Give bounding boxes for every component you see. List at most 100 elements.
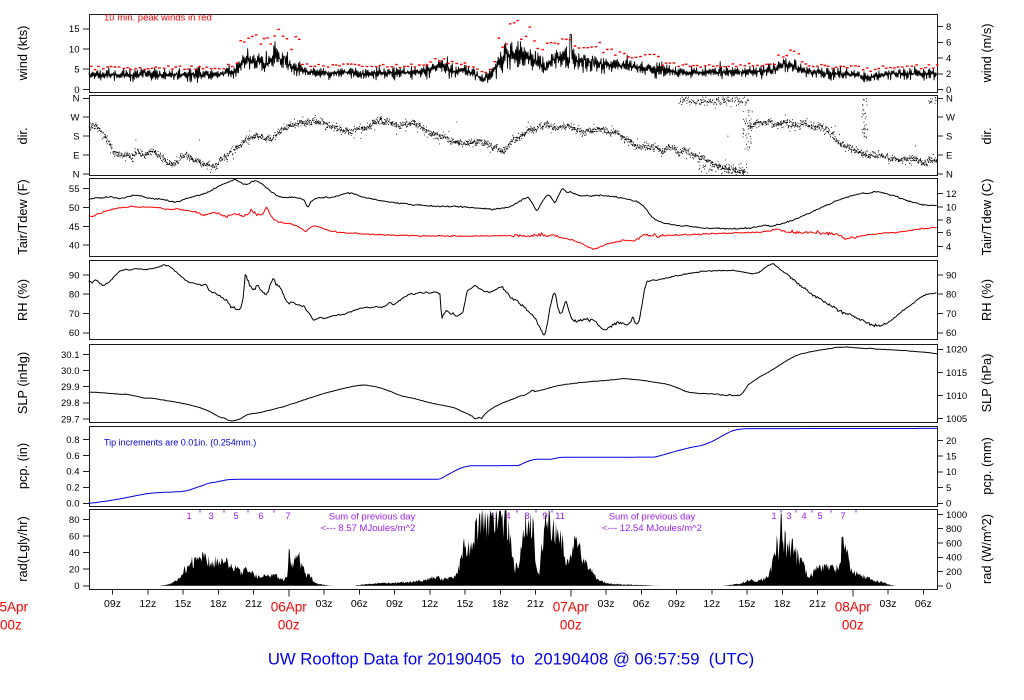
svg-text:80: 80 (946, 290, 957, 301)
svg-text:0.2: 0.2 (66, 483, 79, 494)
svg-text:4: 4 (801, 511, 806, 522)
svg-text:12z: 12z (139, 598, 156, 610)
svg-text:Sum of previous day: Sum of previous day (329, 512, 416, 523)
svg-text:wind (m/s): wind (m/s) (979, 23, 994, 83)
svg-text:<--- 8.57 MJoules/m^2: <--- 8.57 MJoules/m^2 (321, 523, 415, 534)
svg-text:3: 3 (208, 511, 213, 522)
svg-text:0: 0 (74, 581, 79, 592)
svg-text:90: 90 (946, 270, 957, 281)
svg-text:1000: 1000 (946, 510, 967, 521)
svg-text:0: 0 (74, 85, 79, 96)
svg-text:60: 60 (69, 531, 80, 542)
svg-text:6: 6 (946, 228, 951, 239)
svg-text:S: S (946, 132, 952, 143)
svg-text:5: 5 (817, 511, 822, 522)
svg-text:20: 20 (946, 436, 957, 447)
svg-text:9: 9 (542, 511, 547, 522)
svg-text:dir.: dir. (979, 127, 994, 144)
svg-text:1: 1 (186, 511, 191, 522)
svg-text:10 min. peak winds in red: 10 min. peak winds in red (104, 13, 212, 24)
svg-text:6: 6 (946, 38, 951, 49)
svg-text:00z: 00z (560, 618, 582, 633)
svg-text:pcp. (in): pcp. (in) (15, 443, 30, 489)
svg-text:12: 12 (946, 189, 957, 200)
svg-text:80: 80 (69, 515, 80, 526)
svg-text:0.4: 0.4 (66, 467, 79, 478)
svg-text:30.0: 30.0 (61, 366, 80, 377)
svg-text:60: 60 (69, 328, 80, 339)
svg-text:W: W (71, 113, 80, 124)
svg-text:45: 45 (69, 222, 80, 233)
svg-text:8: 8 (946, 22, 951, 33)
svg-text:10: 10 (946, 467, 957, 478)
svg-text:S: S (73, 132, 79, 143)
svg-text:Sum of previous day: Sum of previous day (609, 512, 696, 523)
svg-text:03z: 03z (880, 598, 897, 610)
svg-text:21z: 21z (245, 598, 262, 610)
svg-text:E: E (946, 150, 952, 161)
svg-text:rad (W/m^2): rad (W/m^2) (979, 514, 994, 584)
svg-text:2: 2 (946, 69, 951, 80)
svg-text:03z: 03z (598, 598, 615, 610)
svg-text:12z: 12z (421, 598, 438, 610)
svg-text:1020: 1020 (946, 345, 967, 356)
svg-text:18z: 18z (774, 598, 791, 610)
svg-text:4: 4 (946, 53, 951, 64)
svg-text:dir.: dir. (15, 127, 30, 144)
svg-text:15z: 15z (175, 598, 192, 610)
svg-text:600: 600 (946, 538, 962, 549)
svg-text:5: 5 (74, 65, 79, 76)
svg-text:10: 10 (946, 202, 957, 213)
svg-text:00z: 00z (0, 618, 22, 633)
svg-text:1: 1 (771, 511, 776, 522)
svg-text:60: 60 (946, 328, 957, 339)
svg-text:Tair/Tdew (C): Tair/Tdew (C) (979, 179, 994, 256)
svg-text:1010: 1010 (946, 391, 967, 402)
svg-text:Tip increments are 0.01in. (0.: Tip increments are 0.01in. (0.254mm.) (104, 438, 256, 448)
svg-text:50: 50 (69, 203, 80, 214)
svg-text:18z: 18z (210, 598, 227, 610)
svg-text:7: 7 (285, 511, 290, 522)
svg-text:29.7: 29.7 (61, 414, 80, 425)
svg-text:4: 4 (946, 242, 951, 253)
svg-text:1015: 1015 (946, 368, 967, 379)
svg-text:5: 5 (946, 483, 951, 494)
svg-text:N: N (73, 169, 80, 180)
svg-text:07Apr: 07Apr (553, 600, 590, 615)
svg-text:0.0: 0.0 (66, 499, 79, 510)
svg-text:N: N (73, 94, 80, 105)
svg-text:N: N (946, 94, 953, 105)
svg-text:7: 7 (840, 511, 845, 522)
svg-text:Tair/Tdew (F): Tair/Tdew (F) (15, 179, 30, 254)
svg-text:15z: 15z (457, 598, 474, 610)
svg-text:N: N (946, 169, 953, 180)
svg-text:09z: 09z (386, 598, 403, 610)
svg-text:12z: 12z (703, 598, 720, 610)
svg-text:00z: 00z (842, 618, 864, 633)
svg-text:05Apr: 05Apr (0, 600, 29, 615)
svg-text:8: 8 (524, 511, 529, 522)
svg-text:SLP (hPa): SLP (hPa) (979, 354, 994, 413)
svg-text:0.8: 0.8 (66, 435, 79, 446)
svg-text:06z: 06z (915, 598, 932, 610)
svg-text:3: 3 (786, 511, 791, 522)
svg-text:03z: 03z (316, 598, 333, 610)
svg-text:21z: 21z (809, 598, 826, 610)
svg-text:06Apr: 06Apr (271, 600, 308, 615)
svg-text:70: 70 (69, 309, 80, 320)
svg-text:15: 15 (69, 24, 80, 35)
svg-text:0: 0 (946, 499, 951, 510)
svg-text:00z: 00z (278, 618, 300, 633)
svg-text:30.1: 30.1 (61, 350, 80, 361)
svg-text:1005: 1005 (946, 414, 967, 425)
svg-text:0: 0 (946, 581, 951, 592)
svg-text:70: 70 (946, 309, 957, 320)
svg-text:11: 11 (555, 511, 565, 522)
svg-text:90: 90 (69, 270, 80, 281)
svg-text:8: 8 (946, 215, 951, 226)
svg-text:21z: 21z (527, 598, 544, 610)
svg-text:5: 5 (233, 511, 238, 522)
svg-text:29.8: 29.8 (61, 398, 80, 409)
svg-text:40: 40 (69, 548, 80, 559)
svg-text:4: 4 (505, 511, 510, 522)
